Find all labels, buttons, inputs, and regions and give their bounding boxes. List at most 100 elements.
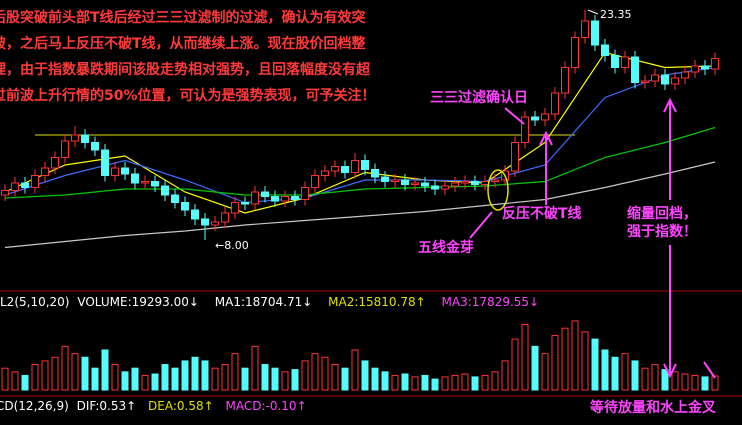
volume-bar (381, 371, 389, 391)
indicator-value: DEA:0.58↑ (148, 399, 214, 413)
volume-bar (631, 360, 639, 391)
volume-bar (61, 345, 69, 391)
volume-bar (91, 367, 99, 391)
candle-body (491, 179, 499, 182)
arrow-head (663, 363, 677, 379)
volume-bar (401, 373, 409, 391)
candle-body (621, 56, 629, 68)
volume-bar (431, 378, 439, 391)
volume-bar (301, 360, 309, 391)
volume-bar (571, 320, 579, 391)
candle-body (191, 209, 199, 220)
candle-body (411, 182, 419, 185)
volume-bar (171, 367, 179, 391)
callout: 强于指数！ (627, 223, 697, 240)
volume-bar (281, 371, 289, 391)
candle-body (91, 142, 99, 151)
candle-body (541, 113, 549, 121)
ma-line (4, 161, 716, 249)
candle-body (151, 181, 159, 187)
candle-body (591, 20, 599, 46)
candle-body (241, 202, 249, 205)
volume-bar (551, 334, 559, 391)
candle-body (251, 191, 259, 205)
volume-bar (611, 356, 619, 391)
volume-bar (51, 356, 59, 391)
candle-body (271, 196, 279, 202)
note: 破，之后马上反压不破T线，从而继续上涨。现在股价回档整 (0, 35, 367, 52)
candle-body (201, 218, 209, 226)
volume-bar (601, 349, 609, 391)
candle-body (31, 175, 39, 188)
candle-body (351, 160, 359, 173)
candle-body (601, 44, 609, 56)
candle-body (631, 56, 639, 83)
candle-body (71, 134, 79, 142)
volume-bar (641, 367, 649, 391)
candle-body (331, 166, 339, 172)
ma-line (4, 126, 716, 199)
volume-bar (321, 356, 329, 391)
volume-bar (351, 349, 359, 391)
volume-bar (391, 374, 399, 391)
volume-bar (591, 338, 599, 391)
volume-bar (461, 373, 469, 391)
volume-panel (1, 320, 719, 391)
candle-body (121, 167, 129, 175)
volume-bar (451, 374, 459, 391)
volume-bar (361, 360, 369, 391)
macd-header: CD(12,26,9) DIF:0.53↑ DEA:0.58↑ MACD:-0.… (0, 399, 307, 413)
note: 过前波上升行情的50%位置，可认为是强势表现，可予关注！ (0, 87, 376, 104)
volume-bar (201, 360, 209, 391)
callout: 三三过滤确认日 (430, 89, 528, 106)
low-label: ←8.00 (215, 239, 249, 252)
candle-body (511, 142, 519, 172)
candle-body (571, 37, 579, 68)
volume-bar (481, 374, 489, 391)
volume-bar (691, 374, 699, 391)
volume-bar (421, 374, 429, 391)
candle-body (291, 196, 299, 200)
volume-bar (501, 360, 509, 391)
volume-bar (311, 353, 319, 391)
volume-bar (241, 367, 249, 391)
candle-body (21, 182, 29, 188)
candle-body (321, 170, 329, 176)
candle-body (431, 185, 439, 190)
candle-body (221, 212, 229, 223)
volume-bar (681, 373, 689, 391)
price-panel (1, 9, 719, 249)
callout: 反压不破T线 (502, 205, 582, 222)
arrow (703, 361, 716, 379)
candle-body (531, 116, 539, 121)
volume-bar (21, 374, 29, 391)
candle-body (451, 182, 459, 187)
candle-body (661, 74, 669, 85)
candle-body (281, 196, 289, 202)
volume-bar (251, 345, 259, 391)
candle-body (471, 181, 479, 185)
volume-bar (711, 375, 719, 391)
candle-body (181, 202, 189, 211)
candle-body (461, 181, 469, 184)
candle-body (101, 149, 109, 176)
volume-bar (221, 364, 229, 391)
candle-body (11, 182, 19, 191)
candle-body (41, 167, 49, 176)
volume-bar (81, 356, 89, 391)
candle-body (131, 173, 139, 184)
candle-body (551, 92, 559, 115)
volume-bar (411, 376, 419, 391)
arrow (587, 9, 599, 15)
candle-body (481, 181, 489, 185)
candle-body (261, 191, 269, 197)
volume-bar (291, 369, 299, 391)
candle-body (111, 167, 119, 176)
indicator-value: MACD:-0.10↑ (226, 399, 307, 413)
arrow (504, 107, 525, 125)
candle-body (561, 67, 569, 94)
volume-bar (151, 373, 159, 391)
candle-body (161, 185, 169, 196)
candle-body (681, 71, 689, 79)
volume-bar (11, 371, 19, 391)
